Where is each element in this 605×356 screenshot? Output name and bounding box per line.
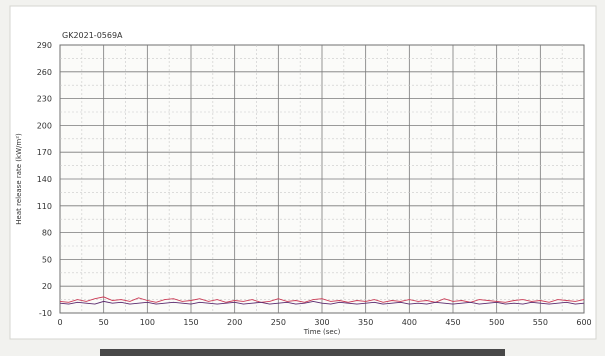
y-tick-label: 140 [37,175,52,184]
x-tick-label: 200 [227,318,242,327]
y-tick-label: 200 [37,121,52,130]
x-tick-label: 450 [445,318,460,327]
chart-title: GK2021-0569A [62,31,123,40]
y-tick-label: 230 [37,95,52,104]
x-tick-label: 300 [314,318,329,327]
y-axis-title: Heat release rate (kW/m²) [15,133,23,225]
x-axis-title: Time (sec) [303,328,341,336]
x-tick-label: 600 [576,318,591,327]
y-tick-label: -10 [39,309,52,318]
caption-strip [100,349,505,356]
y-tick-label: 290 [37,41,52,50]
x-tick-label: 250 [271,318,286,327]
x-tick-label: 400 [402,318,417,327]
x-tick-label: 0 [57,318,62,327]
x-tick-label: 550 [533,318,548,327]
y-tick-label: 260 [37,68,52,77]
y-tick-label: 20 [42,282,52,291]
x-tick-label: 350 [358,318,373,327]
y-tick-label: 110 [37,202,52,211]
x-tick-label: 50 [99,318,109,327]
y-tick-label: 80 [42,229,52,238]
y-tick-label: 170 [37,148,52,157]
x-tick-label: 100 [140,318,155,327]
y-tick-label: 50 [42,255,52,264]
x-tick-label: 150 [183,318,198,327]
x-tick-label: 500 [489,318,504,327]
